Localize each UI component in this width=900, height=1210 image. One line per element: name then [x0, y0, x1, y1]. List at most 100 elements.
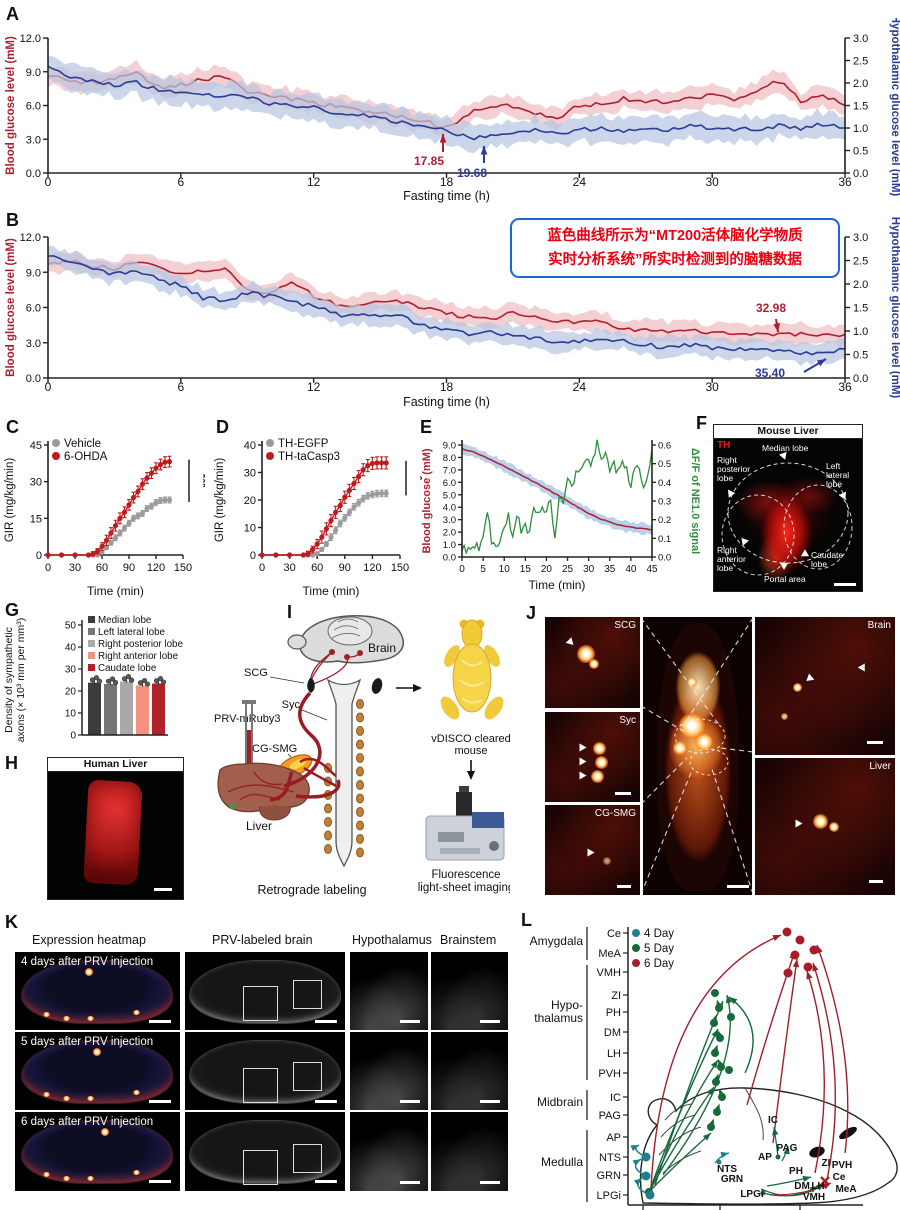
retrograde-labeling-diagram: Brain SCG Syc PRV-mRuby3 CG-SMG Liver	[214, 615, 510, 897]
svg-text:6 Day: 6 Day	[644, 958, 674, 970]
brain-section-image	[431, 1032, 508, 1110]
brain-section-image	[350, 952, 428, 1030]
panel-h-label: H	[5, 753, 18, 773]
svg-text:120: 120	[147, 562, 165, 574]
svg-text:30: 30	[244, 468, 256, 480]
left-lateral-label: lobe	[826, 479, 843, 489]
svg-text:Blood glucose (mM): Blood glucose (mM)	[421, 448, 433, 553]
svg-text:0: 0	[459, 564, 465, 575]
note-line-2: 实时分析系统”所实时检测到的脑糖数据	[548, 252, 802, 268]
svg-text:40: 40	[244, 440, 256, 452]
svg-text:Hypothalamic glucose level (mM: Hypothalamic glucose level (mM)	[889, 18, 900, 196]
panel-l-label: L	[521, 910, 532, 930]
svg-text:PH: PH	[606, 1007, 621, 1019]
prv-timecourse-grid: Expression heatmap PRV-labeled brain Hyp…	[0, 905, 515, 1207]
retrograde-labeling-caption: Retrograde labeling	[257, 883, 366, 897]
svg-text:PAG: PAG	[599, 1110, 621, 1122]
human-liver-tissue	[83, 779, 143, 886]
scale-bar	[154, 888, 172, 891]
svg-text:MeA: MeA	[835, 1184, 856, 1195]
row-label: 6 days after PRV injection	[21, 1116, 154, 1128]
svg-text:0.5: 0.5	[853, 146, 868, 158]
svg-text:15: 15	[30, 513, 42, 525]
brain-section-image	[431, 1112, 508, 1191]
scale-bar	[617, 885, 631, 888]
svg-text:12: 12	[307, 380, 321, 394]
svg-text:0.0: 0.0	[443, 553, 456, 564]
svg-text:LH: LH	[607, 1048, 621, 1060]
svg-text:thalamus: thalamus	[534, 1011, 583, 1025]
svg-text:36: 36	[838, 175, 852, 189]
svg-text:30: 30	[69, 562, 81, 574]
svg-text:3.0: 3.0	[26, 134, 41, 146]
svg-text:ZI: ZI	[611, 990, 621, 1002]
svg-text:*: *	[413, 476, 422, 481]
svg-text:0.3: 0.3	[658, 497, 671, 508]
svg-text:Time (min): Time (min)	[303, 584, 360, 598]
svg-text:0.0: 0.0	[658, 553, 671, 564]
svg-text:2.5: 2.5	[853, 56, 868, 68]
svg-text:Vehicle: Vehicle	[64, 438, 101, 450]
svg-text:0.0: 0.0	[26, 373, 41, 385]
liver-image-label: Liver	[869, 761, 891, 772]
brain-section-image	[185, 1032, 345, 1110]
panel-b-label: B	[6, 210, 19, 230]
svg-text:30: 30	[65, 665, 77, 676]
right-posterior-label: Right	[717, 455, 737, 465]
brain-section-image	[350, 1112, 428, 1191]
panel-g-chart: 0 10 20 30 40 50 Median lobe Left lateral lobe R…	[0, 600, 215, 795]
liver-label: Liver	[246, 819, 272, 833]
svg-text:PAG: PAG	[777, 1143, 798, 1154]
svg-text:Blood glucose level (mM): Blood glucose level (mM)	[5, 238, 17, 377]
svg-text:15: 15	[520, 564, 532, 575]
human-liver-image: Human Liver	[47, 757, 184, 900]
svg-text:0.5: 0.5	[853, 350, 868, 362]
right-posterior-label: posterior	[717, 464, 751, 474]
svg-text:7.0: 7.0	[443, 465, 456, 476]
svg-text:IC: IC	[768, 1115, 778, 1126]
svg-text:Fasting time (h): Fasting time (h)	[403, 189, 490, 203]
svg-text:Ce: Ce	[833, 1172, 846, 1183]
svg-text:36: 36	[838, 380, 852, 394]
svg-text:5: 5	[480, 564, 486, 575]
svg-text:12.0: 12.0	[20, 232, 41, 244]
svg-text:50: 50	[65, 621, 77, 632]
svg-text:NTS: NTS	[717, 1164, 737, 1175]
svg-text:***: ***	[196, 474, 205, 488]
svg-text:4.0: 4.0	[443, 503, 456, 514]
svg-text:20: 20	[65, 687, 77, 698]
svg-text:0: 0	[250, 550, 256, 562]
svg-text:40: 40	[65, 643, 77, 654]
svg-text:0.1: 0.1	[658, 534, 671, 545]
column-header: PRV-labeled brain	[212, 933, 313, 947]
svg-text:6.0: 6.0	[443, 478, 456, 489]
svg-text:32.98: 32.98	[756, 301, 786, 315]
svg-text:Right posterior lobe: Right posterior lobe	[98, 639, 184, 650]
svg-text:1.5: 1.5	[853, 101, 868, 113]
panel-a-chart: 0 6 12 18 24 30 36 0.0 3.0 6.0 9.0 12.0 0.0 0.5 1.0 1.5…	[0, 15, 900, 213]
svg-text:60: 60	[311, 562, 323, 574]
svg-text:24: 24	[573, 380, 587, 394]
column-header: Expression heatmap	[32, 933, 146, 947]
svg-text:3.0: 3.0	[26, 338, 41, 350]
brain-section-image: 5 days after PRV injection	[15, 1032, 180, 1110]
svg-text:2.5: 2.5	[853, 256, 868, 268]
svg-text:PVH: PVH	[598, 1068, 621, 1080]
svg-text:45: 45	[30, 440, 42, 452]
svg-text:TH-EGFP: TH-EGFP	[278, 438, 329, 450]
svg-text:40: 40	[625, 564, 637, 575]
syc-label: Syc	[282, 699, 301, 711]
svg-text:6-OHDA: 6-OHDA	[64, 451, 108, 463]
scg-image-label: SCG	[614, 620, 636, 631]
left-lateral-label: Left	[826, 461, 841, 471]
svg-text:Blood glucose level (mM): Blood glucose level (mM)	[5, 36, 17, 175]
svg-text:0.0: 0.0	[853, 168, 868, 180]
svg-text:MeA: MeA	[598, 948, 621, 960]
cg-smg-image: CG-SMG	[545, 805, 640, 895]
panel-j-label: J	[526, 603, 537, 623]
svg-text:20: 20	[541, 564, 553, 575]
svg-text:Time (min): Time (min)	[87, 584, 144, 598]
svg-text:19.68: 19.68	[457, 166, 487, 180]
svg-text:2.0: 2.0	[443, 528, 456, 539]
